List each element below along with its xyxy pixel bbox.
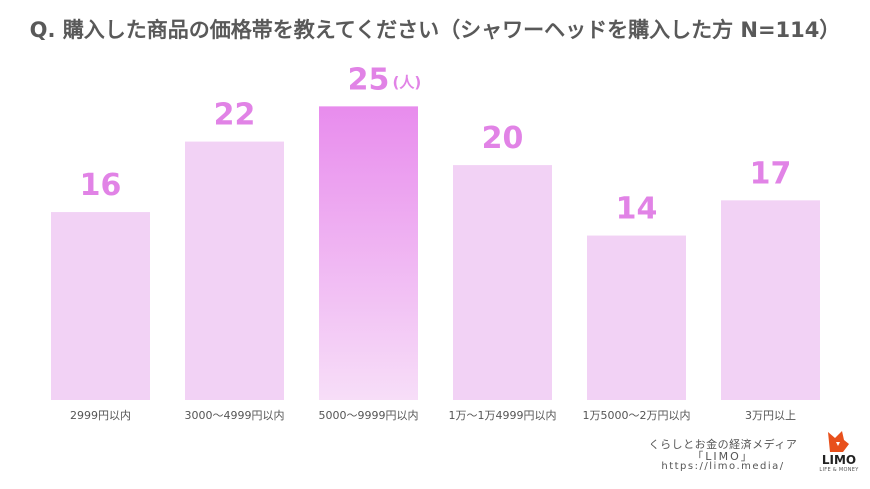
limo-logo: LIMO LIFE & MONEY <box>816 428 862 478</box>
footer-url[interactable]: https://limo.media/ <box>661 461 785 472</box>
unit-label: (人) <box>393 73 422 91</box>
footer-brand: 「LIMO」 <box>692 450 754 463</box>
footer-tagline: くらしとお金の経済メディア <box>648 438 798 451</box>
value-label-3: 25 <box>348 62 390 97</box>
value-label-1: 16 <box>80 168 122 203</box>
bar-2 <box>185 141 284 400</box>
value-label-2: 22 <box>214 98 256 133</box>
value-label-4: 20 <box>482 121 524 156</box>
logo-subtext: LIFE & MONEY <box>819 467 859 473</box>
bar-6 <box>721 200 820 400</box>
bar-4 <box>453 165 552 400</box>
category-label-4: 1万〜1万4999円以内 <box>449 408 557 422</box>
logo-text: LIMO <box>821 453 857 467</box>
value-label-6: 17 <box>750 156 792 191</box>
value-label-5: 14 <box>616 192 658 227</box>
category-label-5: 1万5000〜2万円以内 <box>583 408 691 422</box>
bar-1 <box>51 212 150 400</box>
bar-5 <box>587 235 686 400</box>
category-label-1: 2999円以内 <box>70 408 131 422</box>
category-label-3: 5000〜9999円以内 <box>319 408 419 422</box>
chart-title: Q. 購入した商品の価格帯を教えてください（シャワーヘッドを購入した方 N=11… <box>29 18 841 42</box>
bar-3 <box>319 106 418 400</box>
fox-icon <box>828 431 849 452</box>
category-label-2: 3000〜4999円以内 <box>185 408 285 422</box>
category-label-6: 3万円以上 <box>745 409 796 422</box>
